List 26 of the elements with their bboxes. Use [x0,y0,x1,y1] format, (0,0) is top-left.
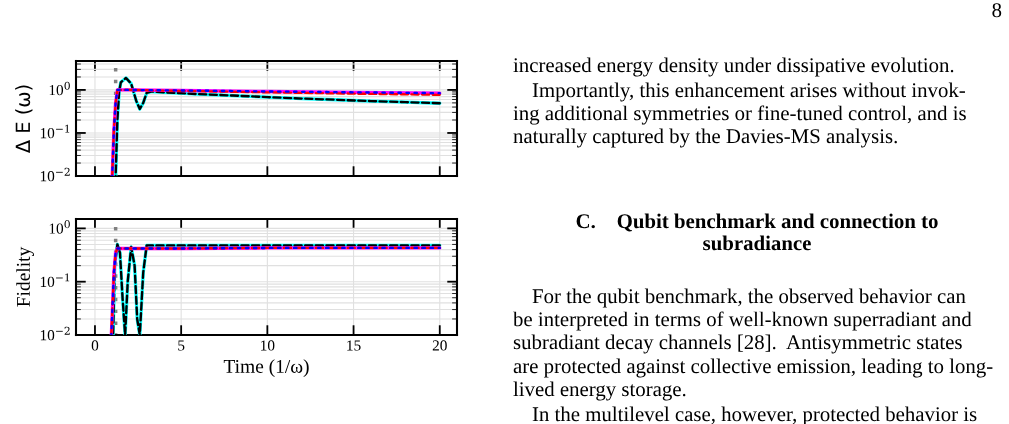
x-tick-label: 5 [178,340,185,351]
text: C. Qubit benchmark and connection to [576,213,938,232]
y-tick-label: 10$^{−2}$ [40,167,70,182]
text: subradiance [703,235,811,251]
x-tick-label: 0 [91,340,99,351]
text: naturally captured by the Davies-MS analysis. [513,128,897,148]
y-tick-label: 10$^{−1}$ [40,124,70,139]
text: be interpreted in terms of well-known superradiant and [513,311,972,331]
y-tick-label: 10$^{−1}$ [40,273,70,288]
text: Importantly, this enhancement arises without invok- [532,82,965,102]
y-tick-label: 10$^{0}$ [49,81,70,96]
x-tick-label: 15 [347,340,361,351]
y-axis-title: Δ E (ω) [15,85,33,154]
x-tick-label: 10 [261,340,275,351]
y-tick-label: 10$^{0}$ [49,220,70,234]
text: 8 [992,3,1002,18]
text: increased energy density under dissipative evolution. [513,57,954,77]
text: lived energy storage. [513,381,686,401]
y-tick-label: 10$^{−2}$ [40,326,70,341]
y-axis-title: Fidelity [16,246,34,307]
text: For the qubit benchmark, the observed behavior can [532,288,966,308]
text: subradiant decay channels [28]. Antisymmetric states [513,334,962,354]
x-axis-title: Time (1/ω) [223,359,309,377]
text: are protected against collective emission, leading to long- [513,358,993,378]
x-tick-label: 20 [432,340,447,351]
text: ing additional symmetries or fine-tuned control, and is [513,105,966,125]
